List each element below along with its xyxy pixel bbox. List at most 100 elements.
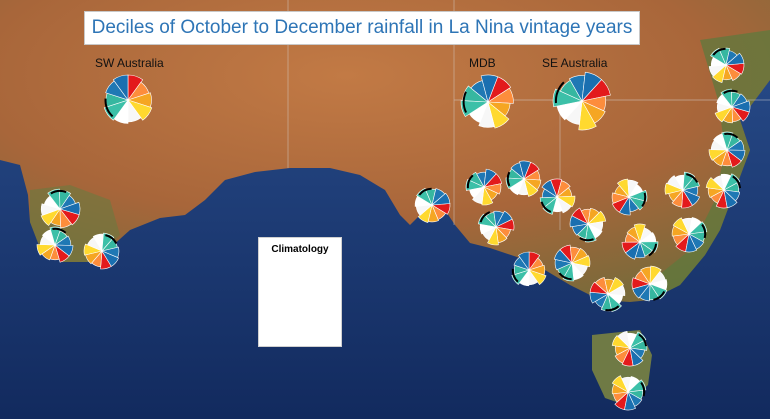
pie-wedge bbox=[607, 285, 626, 296]
decile-pie bbox=[589, 277, 626, 312]
pie-edge bbox=[554, 81, 565, 104]
pie-wedge bbox=[649, 265, 662, 285]
pie-wedge bbox=[40, 208, 61, 226]
pie-wedge bbox=[725, 52, 745, 66]
pie-wedge bbox=[465, 179, 485, 191]
decile-pie bbox=[103, 74, 153, 124]
pie-edge bbox=[723, 89, 738, 94]
pie-wedge bbox=[101, 250, 119, 267]
decile-pie bbox=[714, 88, 751, 124]
pie-edge bbox=[640, 381, 646, 397]
pie-wedge bbox=[562, 262, 575, 282]
climatology-box: Climatology bbox=[258, 237, 342, 347]
pie-edge bbox=[462, 91, 468, 113]
pie-wedge bbox=[581, 71, 602, 102]
pie-edge bbox=[648, 243, 658, 257]
pie-wedge bbox=[725, 64, 741, 81]
pie-wedge bbox=[625, 241, 641, 260]
pie-wedge bbox=[478, 101, 495, 128]
decile-pie bbox=[671, 217, 708, 253]
pie-wedge bbox=[556, 196, 572, 214]
pie-wedge bbox=[611, 192, 630, 204]
pie-wedge bbox=[487, 226, 499, 246]
pie-wedge bbox=[671, 189, 684, 208]
pie-wedge bbox=[505, 177, 525, 190]
pie-edge bbox=[506, 171, 511, 187]
pie-wedge bbox=[495, 210, 513, 228]
pie-wedge bbox=[629, 347, 644, 367]
pie-edge bbox=[724, 132, 739, 139]
pie-wedge bbox=[519, 160, 532, 180]
pie-wedge bbox=[664, 182, 684, 195]
pie-wedge bbox=[483, 168, 497, 188]
decile-pie bbox=[631, 265, 668, 302]
region-label-se-australia: SE Australia bbox=[542, 56, 608, 70]
pie-wedge bbox=[487, 87, 514, 104]
pie-wedge bbox=[628, 189, 648, 202]
pie-wedge bbox=[726, 149, 746, 162]
pie-wedge bbox=[127, 99, 153, 121]
decile-pie bbox=[705, 173, 742, 209]
pie-wedge bbox=[624, 391, 636, 411]
pie-wedge bbox=[672, 217, 690, 235]
pie-edge bbox=[558, 272, 572, 281]
pie-wedge bbox=[518, 251, 530, 271]
pie-wedge bbox=[552, 88, 583, 108]
state-borders bbox=[287, 0, 770, 230]
pie-layer bbox=[36, 47, 751, 411]
decile-pie bbox=[36, 226, 74, 263]
pie-wedge bbox=[721, 131, 734, 151]
decile-pie bbox=[477, 210, 515, 246]
decile-pie bbox=[40, 188, 81, 229]
pie-edge bbox=[466, 174, 474, 189]
pie-edge bbox=[641, 192, 647, 208]
pie-wedge bbox=[483, 183, 502, 195]
pie-edge bbox=[479, 211, 491, 223]
pie-edge bbox=[701, 223, 707, 239]
pie-edge bbox=[511, 268, 519, 283]
decile-pie bbox=[611, 375, 647, 411]
pie-wedge bbox=[541, 179, 558, 198]
pie-wedge bbox=[611, 335, 631, 349]
pie-wedge bbox=[627, 179, 639, 198]
pie-edge bbox=[418, 187, 432, 196]
decile-pie bbox=[460, 74, 514, 129]
region-label-sw-australia: SW Australia bbox=[95, 56, 164, 70]
decile-pie bbox=[611, 330, 648, 367]
pie-wedge bbox=[607, 277, 624, 295]
pie-wedge bbox=[594, 277, 609, 295]
decile-pie bbox=[554, 244, 591, 282]
pie-wedge bbox=[571, 255, 591, 268]
pie-wedge bbox=[632, 283, 651, 299]
pie-wedge bbox=[528, 269, 547, 286]
title-box: Deciles of October to December rainfall … bbox=[84, 11, 640, 45]
pie-wedge bbox=[480, 74, 499, 103]
decile-pie bbox=[621, 223, 659, 260]
decile-pie bbox=[569, 207, 607, 243]
pie-wedge bbox=[554, 249, 573, 264]
pie-edge bbox=[105, 234, 118, 245]
pie-wedge bbox=[556, 195, 576, 208]
pie-wedge bbox=[614, 347, 631, 364]
pie-wedge bbox=[666, 175, 684, 191]
pie-wedge bbox=[417, 204, 433, 223]
pie-wedge bbox=[619, 196, 631, 216]
pie-edge bbox=[685, 173, 699, 183]
pie-wedge bbox=[83, 243, 103, 256]
pie-wedge bbox=[569, 215, 589, 228]
pie-edge bbox=[653, 290, 666, 301]
pie-edge bbox=[579, 237, 594, 242]
decile-pie bbox=[708, 47, 745, 83]
pie-edge bbox=[104, 98, 114, 118]
pie-edge bbox=[540, 201, 552, 213]
pie-edge bbox=[605, 305, 620, 312]
decile-pie bbox=[511, 251, 547, 287]
pie-wedge bbox=[556, 180, 571, 198]
pie-wedge bbox=[617, 178, 630, 198]
region-label-mdb: MDB bbox=[469, 56, 496, 70]
pie-wedge bbox=[431, 192, 451, 206]
pie-wedge bbox=[589, 291, 609, 304]
decile-pie bbox=[664, 171, 701, 209]
